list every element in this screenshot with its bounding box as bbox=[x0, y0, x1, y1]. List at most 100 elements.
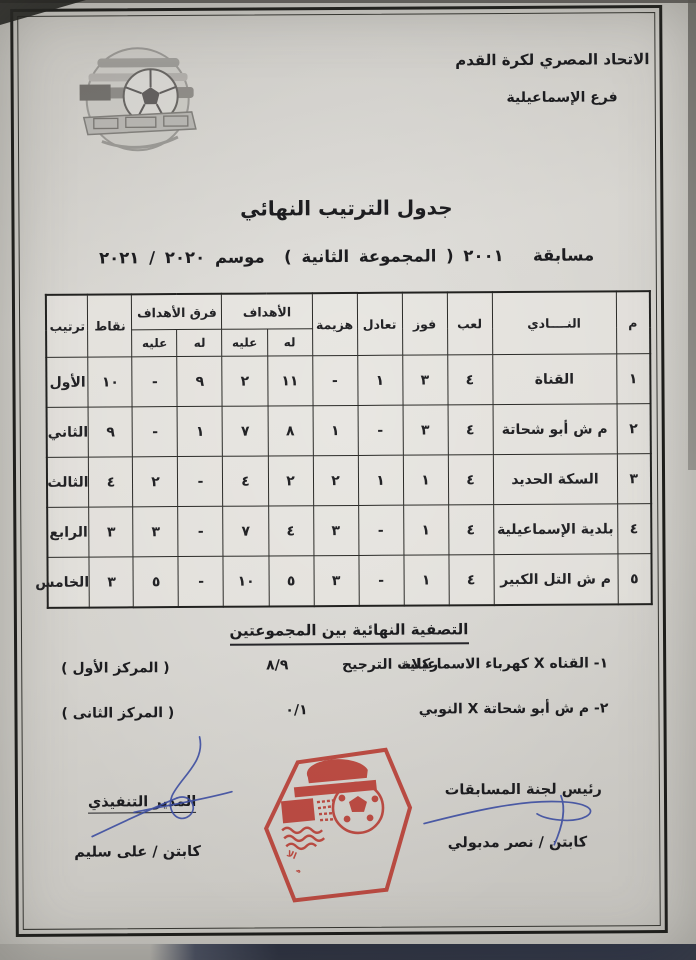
table-row: ٣ السكة الحديد ٤ ١ ١ ٢ ٢ ٤ - ٢ ٤ الثالث bbox=[46, 453, 652, 508]
scan-edge-right bbox=[688, 0, 696, 470]
cell-df: - bbox=[178, 556, 224, 608]
col-won: فوز bbox=[401, 292, 448, 356]
playoff-match-2-score: ٠/١ bbox=[285, 702, 308, 719]
cell-da: - bbox=[132, 406, 178, 457]
scan-edge-bottom bbox=[0, 944, 696, 960]
cell-gf: ٢ bbox=[267, 455, 314, 506]
cell-ga: ٤ bbox=[222, 455, 269, 507]
table-row: ١ القناة ٤ ٣ ١ - ١١ ٢ ٩ - ١٠ الأول bbox=[46, 353, 651, 408]
table-row: ٥ م ش التل الكبير ٤ ١ - ٣ ٥ ١٠ - ٥ ٣ الخ… bbox=[35, 553, 652, 608]
cell-club: م ش التل الكبير bbox=[493, 553, 618, 606]
cell-points: ٤ bbox=[88, 456, 134, 508]
cell-played: ٤ bbox=[447, 354, 493, 405]
cell-lost: ١ bbox=[312, 405, 358, 456]
col-position: ترتيب bbox=[45, 294, 89, 358]
col-diff-for: له bbox=[177, 329, 223, 357]
col-played: لعب bbox=[446, 292, 493, 355]
cell-position: الأول bbox=[46, 357, 89, 408]
cell-points: ١٠ bbox=[88, 356, 133, 408]
signature-left-ink bbox=[91, 736, 233, 838]
cell-num: ٤ bbox=[617, 503, 652, 554]
playoff-section-title-wrap: التصفية النهائية بين المجموعتين bbox=[1, 618, 696, 647]
cell-ga: ٧ bbox=[223, 505, 269, 557]
standings-table-container: م النــــادي لعب فوز تعادل هزيمة الأهداف… bbox=[35, 290, 653, 609]
cell-played: ٤ bbox=[447, 404, 493, 455]
col-diff-against: عليه bbox=[132, 329, 178, 357]
col-club: النــــادي bbox=[491, 291, 617, 355]
cell-club: القناة bbox=[492, 353, 617, 405]
cell-position: الثاني bbox=[46, 407, 89, 458]
cell-gf: ٤ bbox=[268, 505, 314, 556]
cell-df: ١ bbox=[177, 406, 223, 457]
federation-name: الاتحاد المصري لكرة القدم bbox=[455, 50, 650, 70]
col-goal-diff: فرق الأهداف bbox=[131, 293, 223, 330]
cell-won: ١ bbox=[403, 554, 449, 606]
col-lost: هزيمة bbox=[311, 292, 358, 356]
col-goals-for: له bbox=[267, 328, 313, 356]
cell-da: ٣ bbox=[133, 506, 179, 557]
cell-df: - bbox=[177, 456, 224, 507]
scan-edge-top bbox=[0, 0, 696, 3]
cell-lost: ٢ bbox=[312, 455, 359, 506]
cell-gf: ١١ bbox=[267, 355, 313, 406]
cell-club: السكة الحديد bbox=[492, 453, 618, 505]
cell-ga: ٢ bbox=[222, 355, 268, 407]
cell-played: ٤ bbox=[447, 454, 494, 505]
cell-lost: ٣ bbox=[313, 555, 359, 607]
col-num: م bbox=[615, 291, 651, 354]
cell-points: ٩ bbox=[88, 406, 133, 458]
col-points: نقاط bbox=[87, 294, 133, 358]
playoff-match-2-fixture: ٢- م ش أبو شحاتة X النوبي bbox=[418, 700, 609, 718]
cell-won: ٣ bbox=[402, 404, 448, 456]
cell-df: - bbox=[178, 506, 224, 557]
cell-played: ٤ bbox=[448, 504, 494, 555]
cell-df: ٩ bbox=[177, 356, 223, 407]
signature-right-ink bbox=[423, 794, 592, 846]
cell-num: ٣ bbox=[616, 453, 652, 504]
cell-draw: ١ bbox=[357, 355, 403, 406]
cell-ga: ١٠ bbox=[223, 555, 269, 607]
standings-table: م النــــادي لعب فوز تعادل هزيمة الأهداف… bbox=[35, 290, 653, 609]
playoff-match-2-result: ( المركز الثانى ) bbox=[61, 705, 175, 722]
playoff-match-1-score-label: ركلات الترجيح bbox=[341, 656, 439, 674]
table-row: ٢ م ش أبو شحاتة ٤ ٣ - ١ ٨ ٧ ١ - ٩ الثاني bbox=[46, 403, 651, 458]
cell-lost: - bbox=[312, 355, 358, 406]
playoff-match-1-result: ( المركز الأول ) bbox=[61, 660, 170, 677]
cell-position: الخامس bbox=[35, 557, 90, 608]
cell-gf: ٥ bbox=[268, 555, 314, 607]
col-goals: الأهداف bbox=[221, 293, 313, 330]
federation-logo-icon bbox=[79, 47, 197, 152]
cell-won: ٣ bbox=[402, 354, 448, 406]
cell-points: ٣ bbox=[89, 556, 134, 608]
table-row: ٤ بلدية الإسماعيلية ٤ ١ - ٣ ٤ ٧ - ٣ ٣ ال… bbox=[47, 503, 652, 558]
branch-name: فرع الإسماعيلية bbox=[506, 89, 618, 107]
cell-da: ٥ bbox=[133, 556, 179, 608]
col-draw: تعادل bbox=[356, 292, 403, 356]
cell-points: ٣ bbox=[89, 506, 134, 558]
cell-gf: ٨ bbox=[267, 405, 313, 456]
cell-lost: ٣ bbox=[313, 505, 359, 556]
cell-played: ٤ bbox=[448, 554, 494, 606]
cell-position: الثالث bbox=[46, 457, 90, 508]
playoff-match-1-score-block: ركلات الترجيح ٨/٩ bbox=[266, 656, 438, 673]
cell-won: ١ bbox=[403, 504, 449, 556]
cell-draw: - bbox=[358, 505, 404, 556]
cell-num: ٥ bbox=[617, 553, 652, 605]
cell-ga: ٧ bbox=[222, 405, 268, 457]
cell-position: الرابع bbox=[47, 507, 90, 558]
cell-num: ١ bbox=[616, 353, 651, 404]
cell-draw: ١ bbox=[357, 455, 404, 506]
cell-club: بلدية الإسماعيلية bbox=[493, 503, 618, 555]
document-title: جدول الترتيب النهائي bbox=[240, 195, 453, 221]
cell-num: ٢ bbox=[616, 403, 651, 454]
cell-da: ٢ bbox=[132, 456, 179, 507]
cell-club: م ش أبو شحاتة bbox=[492, 403, 617, 455]
cell-da: - bbox=[132, 356, 178, 407]
official-stamp-icon: الاتحاد المصري لكرة القدم منطقة الاسماعي… bbox=[258, 740, 413, 903]
cell-draw: - bbox=[358, 555, 404, 606]
playoff-match-1-score: ٨/٩ bbox=[266, 657, 289, 674]
cell-won: ١ bbox=[402, 454, 449, 506]
col-goals-against: عليه bbox=[222, 328, 268, 357]
